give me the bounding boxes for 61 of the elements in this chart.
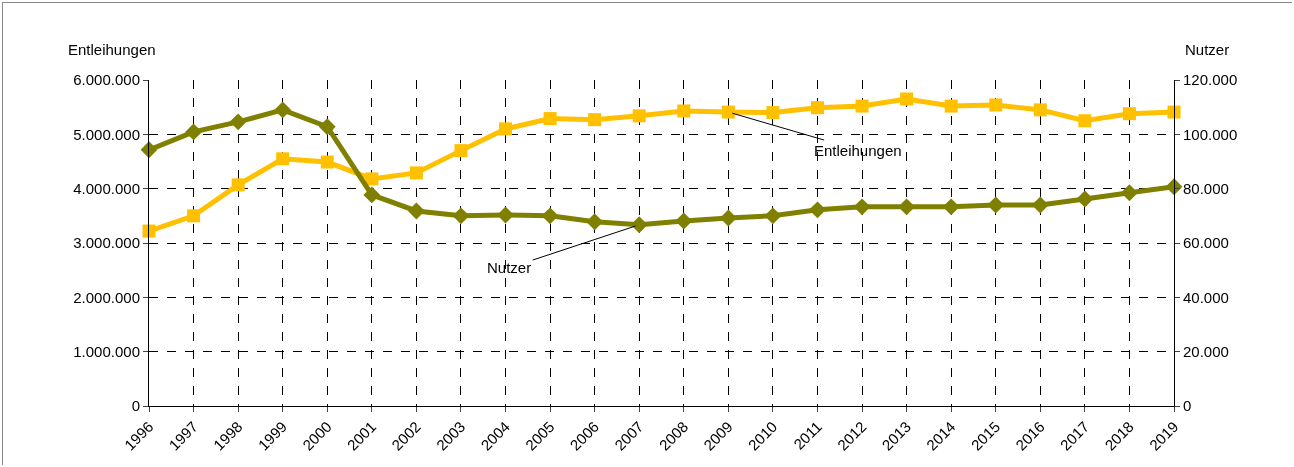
y2-tick-label: 0 [1183, 397, 1192, 415]
point [231, 178, 245, 192]
point [721, 105, 735, 119]
point [632, 109, 646, 123]
point [764, 207, 782, 225]
point [185, 123, 203, 141]
point [452, 207, 470, 225]
point [900, 92, 914, 106]
annotation: Entleihungen [814, 142, 902, 159]
y-tick-label: 1.000.000 [73, 342, 140, 360]
point [497, 206, 514, 224]
point [363, 186, 381, 204]
y2-tick-label: 120.000 [1183, 71, 1238, 89]
point [142, 224, 156, 238]
point [675, 212, 693, 230]
point [989, 98, 1003, 112]
point [274, 101, 292, 119]
y2-tick-label: 60.000 [1183, 234, 1229, 252]
point [454, 144, 468, 158]
point [588, 113, 602, 127]
annotation: Nutzer [487, 259, 532, 276]
point [586, 213, 604, 231]
y-axis-title: Entleihungen [68, 41, 156, 58]
point [1078, 114, 1092, 128]
point [1122, 107, 1136, 121]
point [1165, 178, 1183, 196]
y-tick-label: 0 [131, 397, 140, 415]
point [409, 166, 423, 180]
point [1120, 184, 1138, 202]
y2-tick-label: 100.000 [1183, 125, 1238, 143]
point [365, 172, 379, 186]
point [942, 198, 960, 216]
point [944, 99, 958, 113]
y2-axis-title: Nutzer [1185, 41, 1230, 58]
y2-tick-label: 20.000 [1183, 342, 1229, 360]
y2-tick-label: 80.000 [1183, 179, 1229, 197]
point [853, 198, 871, 216]
point [1033, 103, 1047, 117]
point [320, 155, 334, 169]
y-tick-label: 3.000.000 [73, 234, 140, 252]
y-tick-label: 4.000.000 [73, 179, 140, 197]
point [810, 101, 824, 115]
point [766, 106, 780, 120]
point [140, 141, 158, 159]
y-tick-label: 2.000.000 [73, 288, 140, 306]
point [187, 209, 201, 223]
point [630, 216, 648, 234]
point [855, 99, 869, 113]
y2-tick-label: 40.000 [1183, 288, 1229, 306]
point [499, 122, 513, 136]
point [677, 104, 691, 118]
y-tick-label: 6.000.000 [73, 71, 140, 89]
point [543, 112, 557, 126]
point [318, 118, 336, 136]
point [1076, 190, 1094, 208]
point [229, 113, 247, 131]
point [809, 201, 826, 219]
point [407, 202, 425, 220]
point [1167, 105, 1181, 119]
point [276, 152, 290, 166]
y-tick-label: 5.000.000 [73, 125, 140, 143]
